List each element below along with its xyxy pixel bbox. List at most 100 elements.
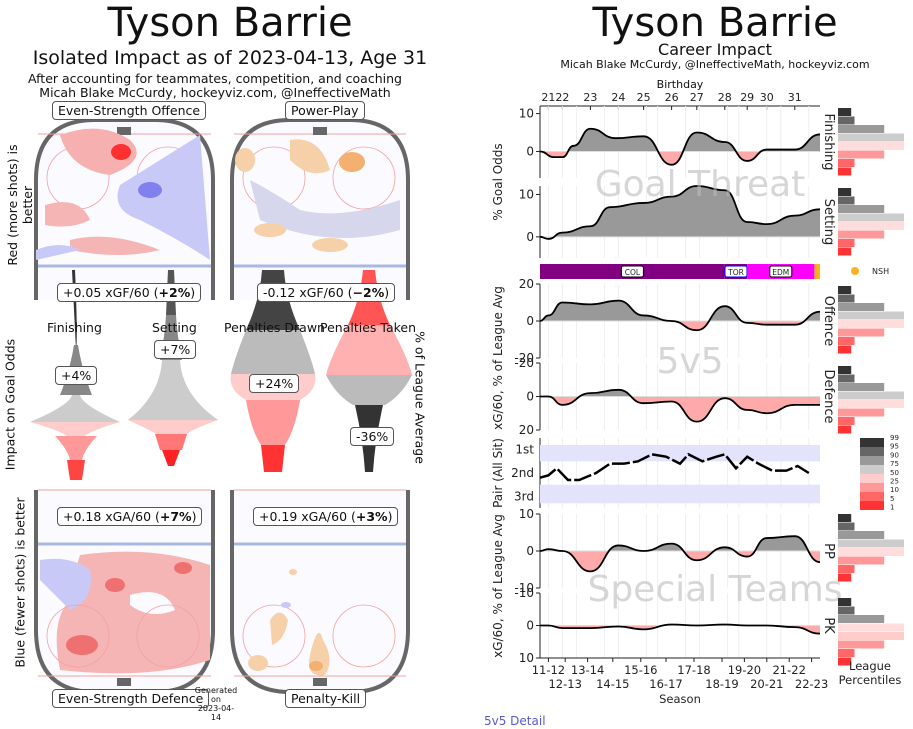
percentile-bar [838,345,852,354]
percentile-bar [838,649,855,657]
violin-value-finishing: +4% [55,366,98,385]
birthday-tick-label: 23 [583,91,597,104]
rinks-svg [30,118,412,694]
y-tick-label: 10 [519,187,534,201]
legend-swatch [860,474,884,483]
birthday-tick-label: 27 [690,91,704,104]
legend-swatch [860,465,884,474]
series-line-pk [540,623,821,635]
percentile-bar [838,383,885,391]
series-line-offence [539,299,821,332]
left-title: Tyson Barrie [107,0,353,46]
rink-es-defence [34,489,215,694]
series-area-positive [540,300,820,321]
y-tick-label: 10 [519,507,534,521]
team-label-edm: EDM [772,268,789,277]
rink-label-es-defence: Even-Strength Defence [52,689,210,708]
right-credit: Micah Blake McCurdy, @IneffectiveMath, h… [560,58,870,71]
percentile-bar [838,615,885,623]
net-icon [117,127,131,135]
y-tick-label: 0 [526,314,534,328]
x-tick-label: 17-18 [677,663,710,677]
team-legend-dot-nsh [851,267,859,275]
birthday-tick-label: 30 [760,91,774,104]
percentile-bar [838,640,885,649]
y-tick-label: -20 [514,356,534,370]
percentile-bar [838,108,852,116]
band-third-pair [540,484,820,504]
generated-note: Generated on 2023-04-14 [194,686,238,722]
ylabel-5v5: xG/60, % of League Avg [491,286,505,430]
legend-swatch [860,492,884,501]
x-tick-label: 21-22 [772,663,805,677]
detail-link[interactable]: 5v5 Detail [484,714,546,728]
legend-level-label: 25 [890,478,899,486]
x-tick-label: 13-14 [571,663,604,677]
percentile-bar [838,142,904,150]
y-tick-label: 0 [526,230,534,244]
ylabel-goal-odds: % Goal Odds [491,143,505,220]
ylabel-red-better: Red (more shots) is better [5,144,35,266]
team-label-col: COL [625,268,641,277]
percentile-bar [838,417,855,425]
violin-value-penalties-taken: -36% [350,427,395,446]
rink-label-penalty-kill: Penalty-Kill [285,689,367,708]
pair-tick-label: 3rd [514,489,534,503]
x-tick-label: 11-12 [532,663,565,677]
x-tick-label: 20-21 [750,677,783,691]
percentile-bar [838,598,852,606]
percentile-bar [838,391,904,400]
net-icon [313,127,327,135]
violin-label-finishing: Finishing [47,320,102,335]
ylabel-pair: Pair (All Sit) [491,438,505,508]
violin-label-setting: Setting [152,320,197,335]
panel-label-setting: Setting [821,199,836,246]
percentile-bar [838,159,855,167]
percentile-bar [838,320,904,328]
series-area-negative [540,396,820,422]
birthday-tick-label: 31 [788,91,802,104]
panel-label-pp: PP [821,543,836,559]
percentile-bar [838,539,904,548]
percentile-bar [838,531,885,539]
pair-tick-label: 2nd [511,466,534,480]
watermark-5v5: 5v5 [656,341,723,382]
series-area-positive [568,128,820,152]
rink-power-play [230,118,410,300]
percentile-bar [838,522,855,531]
percentile-bar [838,573,852,582]
birthday-tick-label: 28 [718,91,732,104]
x-axis-label: Season [659,692,701,706]
y-tick-label: 0 [526,144,534,158]
birthday-tick-label: 24 [611,91,625,104]
series-area-negative [540,551,820,572]
legend-swatch [860,438,884,447]
legend-level-label: 1 [890,504,894,512]
net-icon [313,678,327,686]
legend-level-label: 5 [890,495,894,503]
birthday-tick-label: 22 [555,91,569,104]
team-label-box [620,265,644,278]
violin-label-penalties-taken: Penalties Taken [320,320,417,335]
legend-swatch [860,501,884,510]
violin-value-setting: +7% [154,340,197,359]
y-tick-label: 10 [519,651,534,665]
percentile-bar [838,213,904,222]
percentile-bar [838,247,852,256]
legend-level-label: 95 [890,443,899,451]
x-tick-label: 12-13 [548,677,581,691]
rink-es-offence [34,118,215,300]
pair-tick-label: 1st [515,443,534,457]
right-subtitle: Career Impact [658,40,772,59]
panel-label-pk: PK [821,617,836,634]
stat-penalty-kill: +0.19 xGA/60 (+3%) [253,507,399,526]
violin-value-penalties-drawn: +24% [249,374,300,393]
left-subtitle: Isolated Impact as of 2023-04-13, Age 31 [32,47,428,69]
panel-label-finishing: Finishing [821,113,836,170]
birthday-tick-label: 29 [740,91,754,104]
percentile-bar [838,116,855,125]
panel-label-defence: Defence [821,370,836,424]
y-tick-label: 10 [519,107,534,121]
percentile-bar [838,606,855,615]
ylabel-pct-league: % of League Average [412,331,428,464]
